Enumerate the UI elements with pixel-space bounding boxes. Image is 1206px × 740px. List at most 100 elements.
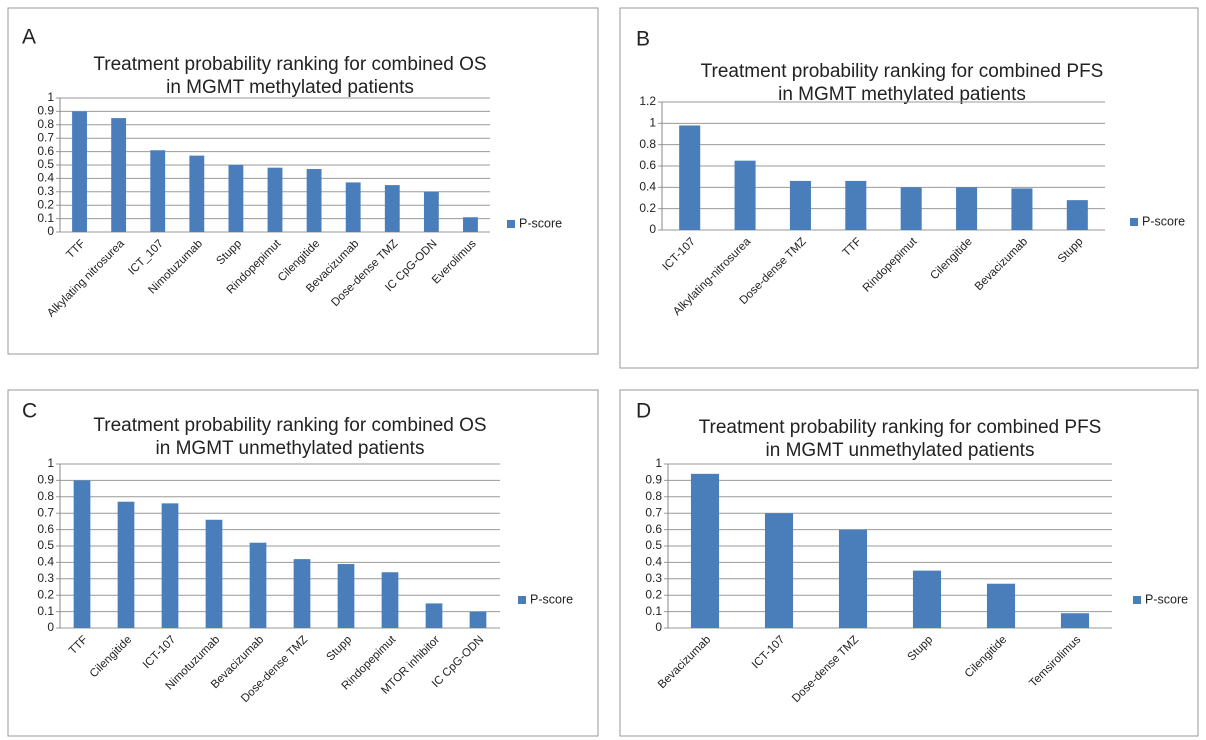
legend-label: P-score [530, 592, 573, 606]
y-tick-label: 0.1 [37, 604, 54, 618]
chart-title: in MGMT methylated patients [778, 84, 1026, 105]
x-tick-label: Stupp [325, 634, 355, 664]
panel-label: D [636, 400, 651, 423]
panel-frame [7, 389, 599, 737]
bar [72, 111, 87, 232]
y-tick-label: 0.3 [37, 571, 54, 585]
y-tick-label: 0.4 [37, 171, 54, 185]
y-tick-label: 0.9 [645, 473, 662, 487]
y-tick-label: 0.2 [37, 197, 54, 211]
bar [845, 180, 867, 230]
bar [337, 564, 355, 628]
x-tick-label: TTF [64, 238, 87, 261]
y-tick-label: 0.8 [639, 137, 656, 151]
y-tick-label: 0 [47, 620, 54, 634]
bar [293, 559, 311, 628]
panel-frame [619, 389, 1199, 737]
bar [789, 180, 811, 230]
bar [690, 473, 720, 628]
y-tick-label: 0.7 [645, 505, 662, 519]
x-tick-label: TTF [67, 634, 90, 657]
y-tick-label: 0.7 [37, 505, 54, 519]
y-tick-label: 0.6 [645, 522, 662, 536]
y-tick-label: 0.5 [37, 157, 54, 171]
y-tick-label: 0 [649, 222, 656, 236]
y-tick-label: 0.2 [639, 201, 656, 215]
x-tick-label: ICT_107 [126, 238, 166, 278]
legend-swatch [1133, 596, 1141, 604]
y-tick-label: 0 [47, 224, 54, 238]
x-tick-label: TTF [841, 236, 864, 259]
bar [1011, 188, 1033, 230]
bar [189, 155, 205, 232]
legend-label: P-score [1142, 214, 1185, 228]
panel-label: B [636, 28, 650, 51]
x-tick-label: Temsirolimus [1027, 634, 1083, 690]
legend-swatch [518, 596, 526, 604]
panel-label: C [22, 400, 37, 423]
x-tick-label: ICT-107 [661, 236, 698, 273]
legend-label: P-score [1145, 592, 1188, 606]
y-tick-label: 0.4 [639, 180, 656, 194]
y-tick-label: 0.4 [645, 555, 662, 569]
x-tick-label: Alkylating nitrosurea [45, 237, 127, 319]
bar [679, 125, 701, 230]
bar [267, 167, 283, 232]
y-tick-label: 1 [47, 456, 54, 470]
y-tick-label: 0.8 [37, 489, 54, 503]
y-tick-label: 0.1 [37, 211, 54, 225]
bar [228, 165, 244, 232]
panel-frame [7, 7, 599, 355]
bar [161, 503, 179, 628]
y-tick-label: 0.1 [645, 604, 662, 618]
bar [463, 217, 478, 232]
panel-label: A [22, 26, 36, 49]
bar [384, 185, 400, 232]
bar [423, 191, 439, 232]
legend-swatch [507, 220, 515, 228]
x-tick-label: Bevacizumab [973, 236, 1030, 293]
bar [150, 150, 166, 232]
bar [900, 187, 922, 230]
x-tick-label: Rindopepimut [861, 235, 920, 294]
y-tick-label: 0.9 [37, 104, 54, 118]
y-tick-label: 0 [655, 620, 662, 634]
x-tick-label: Cilengitide [928, 236, 974, 282]
bar [345, 182, 361, 232]
x-tick-label: Dose-dense TMZ [790, 634, 861, 705]
y-tick-label: 0.4 [37, 555, 54, 569]
bar [425, 603, 443, 628]
bar [1066, 200, 1088, 230]
panel-frame [619, 7, 1199, 369]
chart-title: Treatment probability ranking for combin… [93, 54, 486, 75]
bar [1060, 613, 1090, 628]
chart-title: in MGMT unmethylated patients [766, 440, 1035, 461]
x-tick-label: Cilengitide [963, 634, 1009, 680]
bar [838, 529, 868, 628]
y-tick-label: 0.2 [645, 587, 662, 601]
y-tick-label: 1 [649, 116, 656, 130]
y-tick-label: 0.6 [639, 158, 656, 172]
y-tick-label: 1 [47, 90, 54, 104]
bar [306, 169, 322, 232]
x-tick-label: Dose-dense TMZ [329, 238, 400, 309]
y-tick-label: 0.6 [37, 144, 54, 158]
y-tick-label: 0.2 [37, 587, 54, 601]
y-tick-label: 0.3 [37, 184, 54, 198]
bar [469, 611, 487, 628]
bar [734, 160, 756, 230]
x-tick-label: Cilengitide [88, 634, 134, 680]
bar [73, 480, 91, 628]
bar [205, 519, 223, 628]
bar [111, 118, 127, 232]
x-tick-label: Stupp [214, 238, 244, 268]
chart-title: in MGMT unmethylated patients [156, 438, 425, 459]
chart-title: in MGMT methylated patients [166, 77, 414, 98]
y-tick-label: 0.3 [645, 571, 662, 585]
y-tick-label: 0.5 [645, 538, 662, 552]
chart-title: Treatment probability ranking for combin… [701, 61, 1104, 82]
x-tick-label: Bevacizumab [656, 634, 713, 691]
y-tick-label: 0.6 [37, 522, 54, 536]
chart-title: Treatment probability ranking for combin… [93, 415, 486, 436]
